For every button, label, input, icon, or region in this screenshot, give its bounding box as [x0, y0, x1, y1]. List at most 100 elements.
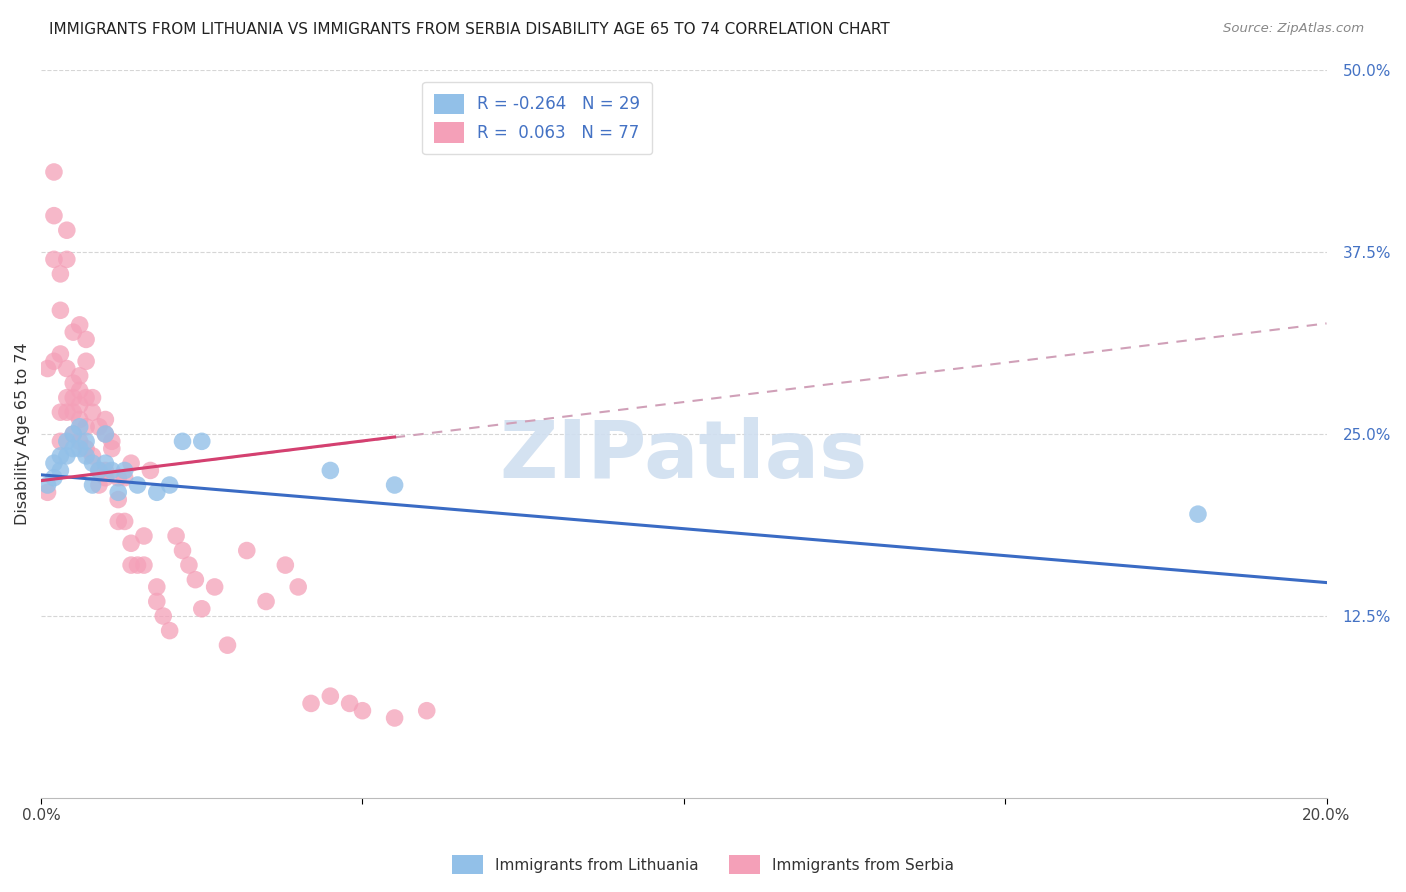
Point	[69, 384, 91, 398]
Point	[42, 209, 65, 223]
Point	[339, 697, 361, 711]
Point	[165, 529, 187, 543]
Point	[127, 478, 149, 492]
Point	[62, 325, 84, 339]
Point	[172, 543, 194, 558]
Point	[87, 463, 110, 477]
Point	[62, 391, 84, 405]
Point	[172, 434, 194, 449]
Point	[114, 515, 136, 529]
Point	[37, 478, 59, 492]
Point	[114, 471, 136, 485]
Point	[69, 419, 91, 434]
Point	[56, 434, 79, 449]
Point	[56, 223, 79, 237]
Point	[217, 638, 239, 652]
Point	[384, 711, 406, 725]
Point	[49, 463, 72, 477]
Point	[37, 485, 59, 500]
Point	[75, 442, 97, 456]
Point	[87, 478, 110, 492]
Point	[107, 492, 129, 507]
Point	[159, 478, 181, 492]
Point	[87, 419, 110, 434]
Point	[62, 442, 84, 456]
Point	[69, 442, 91, 456]
Point	[87, 463, 110, 477]
Point	[75, 449, 97, 463]
Point	[94, 412, 117, 426]
Point	[159, 624, 181, 638]
Point	[146, 594, 169, 608]
Point	[82, 405, 104, 419]
Point	[75, 333, 97, 347]
Point	[75, 354, 97, 368]
Point	[101, 463, 124, 477]
Point	[139, 463, 162, 477]
Point	[56, 449, 79, 463]
Point	[152, 609, 174, 624]
Point	[184, 573, 207, 587]
Point	[82, 478, 104, 492]
Point	[49, 449, 72, 463]
Point	[82, 449, 104, 463]
Point	[62, 427, 84, 442]
Point	[352, 704, 374, 718]
Point	[42, 456, 65, 470]
Point	[319, 463, 342, 477]
Y-axis label: Disability Age 65 to 74: Disability Age 65 to 74	[15, 343, 30, 525]
Point	[101, 442, 124, 456]
Point	[69, 398, 91, 412]
Point	[101, 434, 124, 449]
Point	[49, 267, 72, 281]
Point	[1187, 507, 1209, 521]
Point	[204, 580, 226, 594]
Legend: Immigrants from Lithuania, Immigrants from Serbia: Immigrants from Lithuania, Immigrants fr…	[446, 849, 960, 880]
Point	[94, 463, 117, 477]
Point	[114, 463, 136, 477]
Point	[107, 485, 129, 500]
Point	[42, 165, 65, 179]
Point	[42, 471, 65, 485]
Point	[69, 318, 91, 332]
Text: IMMIGRANTS FROM LITHUANIA VS IMMIGRANTS FROM SERBIA DISABILITY AGE 65 TO 74 CORR: IMMIGRANTS FROM LITHUANIA VS IMMIGRANTS …	[49, 22, 890, 37]
Point	[236, 543, 259, 558]
Point	[56, 361, 79, 376]
Point	[319, 689, 342, 703]
Point	[120, 456, 142, 470]
Point	[75, 434, 97, 449]
Point	[37, 361, 59, 376]
Point	[120, 558, 142, 573]
Point	[62, 376, 84, 390]
Text: Source: ZipAtlas.com: Source: ZipAtlas.com	[1223, 22, 1364, 36]
Point	[177, 558, 200, 573]
Point	[49, 303, 72, 318]
Point	[75, 419, 97, 434]
Point	[49, 434, 72, 449]
Point	[107, 515, 129, 529]
Point	[49, 347, 72, 361]
Point	[42, 252, 65, 267]
Point	[75, 391, 97, 405]
Point	[191, 434, 214, 449]
Point	[132, 529, 155, 543]
Point	[94, 427, 117, 442]
Point	[132, 558, 155, 573]
Point	[56, 391, 79, 405]
Legend: R = -0.264   N = 29, R =  0.063   N = 77: R = -0.264 N = 29, R = 0.063 N = 77	[422, 82, 652, 154]
Point	[82, 391, 104, 405]
Point	[120, 536, 142, 550]
Point	[49, 405, 72, 419]
Point	[62, 405, 84, 419]
Point	[56, 252, 79, 267]
Point	[299, 697, 322, 711]
Point	[56, 405, 79, 419]
Point	[146, 485, 169, 500]
Point	[69, 368, 91, 383]
Point	[69, 412, 91, 426]
Point	[416, 704, 439, 718]
Point	[94, 427, 117, 442]
Point	[94, 456, 117, 470]
Point	[127, 558, 149, 573]
Point	[94, 471, 117, 485]
